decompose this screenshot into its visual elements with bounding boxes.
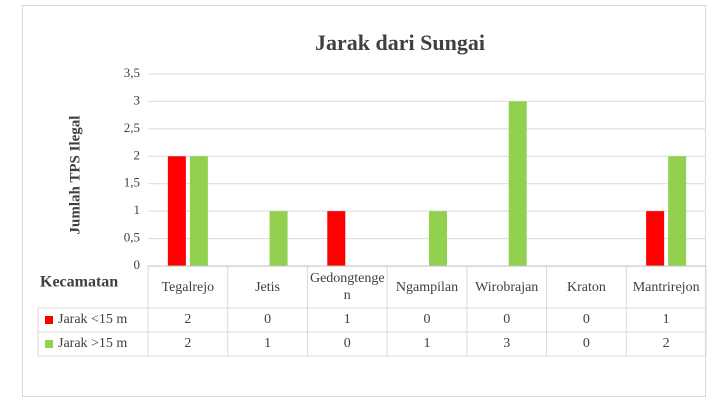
y-tick-label: 2,5: [124, 120, 140, 135]
x-tick-label: Mantrirejon: [632, 279, 700, 295]
chart-title: Jarak dari Sungai: [315, 30, 485, 55]
x-tick-label: Tegalrejo: [161, 279, 215, 295]
y-tick-label: 1,5: [124, 175, 140, 190]
bar: [269, 211, 288, 266]
table-value: 0: [583, 312, 590, 327]
y-axis-title: Jumlah TPS Ilegal: [67, 116, 83, 235]
x-tick-label: Gedongtengen: [309, 271, 385, 303]
bar: [429, 211, 447, 266]
x-tick-cell: Ngampilan: [395, 279, 459, 295]
table-value: 0: [344, 336, 351, 351]
table-value: 0: [583, 336, 590, 351]
table-value: 2: [663, 336, 670, 351]
x-tick-cell: Gedongtengen: [309, 271, 385, 303]
table-value: 0: [264, 312, 271, 327]
x-tick-cell: Kraton: [566, 279, 606, 295]
table-value: 1: [264, 336, 271, 351]
x-tick-cell: Mantrirejon: [632, 279, 700, 295]
y-tick-label: 0,5: [124, 230, 140, 245]
table-value: 2: [184, 336, 191, 351]
table-value: 3: [503, 336, 510, 351]
x-tick-cell: Tegalrejo: [161, 279, 215, 295]
bar: [167, 156, 186, 266]
bar: [508, 101, 527, 266]
x-tick-cell: Wirobrajan: [475, 279, 539, 295]
table-value: 1: [424, 336, 431, 351]
legend-label: Jarak >15 m: [58, 336, 127, 351]
y-tick-label: 0: [134, 257, 141, 272]
table-value: 0: [503, 312, 510, 327]
table-value: 2: [184, 312, 191, 327]
legend-label: Jarak <15 m: [58, 312, 127, 327]
x-tick-label: Ngampilan: [395, 279, 459, 295]
bar: [189, 156, 208, 266]
legend-swatch: [45, 340, 53, 348]
x-tick-label: Kraton: [566, 279, 606, 295]
table-value: 1: [344, 312, 351, 327]
y-tick-label: 1: [134, 202, 141, 217]
chart-border: [22, 5, 706, 397]
table-value: 0: [424, 312, 431, 327]
bar: [668, 156, 687, 266]
bar: [327, 211, 346, 266]
bar: [646, 211, 665, 266]
y-tick-label: 3,5: [124, 65, 140, 80]
y-tick-label: 2: [134, 147, 141, 162]
x-tick-label: Wirobrajan: [475, 279, 539, 295]
x-tick-label: Jetis: [255, 279, 280, 295]
x-axis-title: Kecamatan: [40, 274, 118, 291]
y-tick-label: 3: [134, 92, 141, 107]
legend-swatch: [45, 316, 53, 324]
table-value: 1: [663, 312, 670, 327]
x-tick-cell: Jetis: [255, 279, 280, 295]
